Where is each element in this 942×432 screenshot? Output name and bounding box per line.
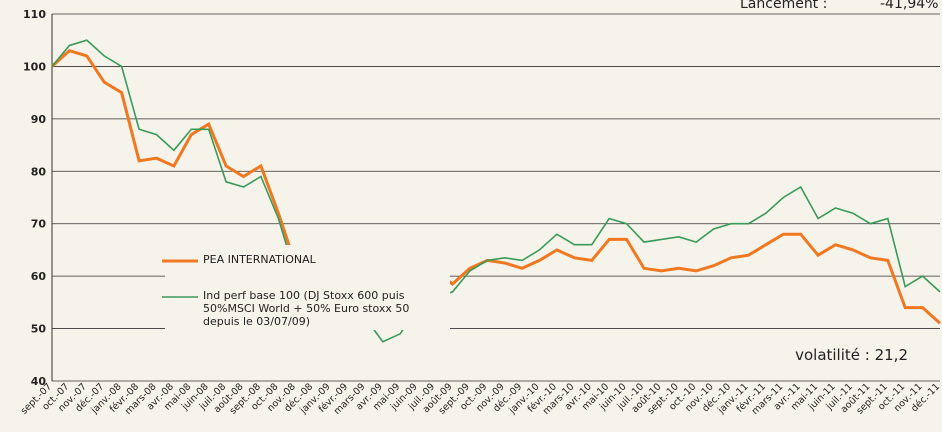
- y-tick-label: 70: [31, 218, 47, 231]
- y-tick-label: 60: [31, 270, 47, 283]
- y-tick-label: 80: [31, 165, 47, 178]
- annotation: -41,94%: [880, 0, 938, 12]
- legend-label-box: PEA INTERNATIONAL: [203, 253, 316, 266]
- legend: PEA INTERNATIONAL Ind perf base 100 (DJ S…: [162, 245, 450, 330]
- legend-label: PEA INTERNATIONAL: [203, 253, 316, 266]
- series-line: [51, 39, 941, 343]
- legend-box: [165, 245, 450, 330]
- y-tick-label: 100: [23, 60, 46, 73]
- annotation: Lancement :: [740, 0, 827, 12]
- y-tick-label: 40: [31, 375, 47, 388]
- y-tick-label: 90: [31, 113, 47, 126]
- legend-label-box: Ind perf base 100 (DJ Stoxx 600 puis 50%…: [203, 289, 410, 328]
- legend-label: Ind perf base 100 (DJ Stoxx 600 puis 50%…: [203, 289, 410, 328]
- y-tick-label: 110: [23, 8, 46, 21]
- y-tick-label: 50: [31, 323, 47, 336]
- annotation: volatilité : 21,2: [795, 346, 908, 364]
